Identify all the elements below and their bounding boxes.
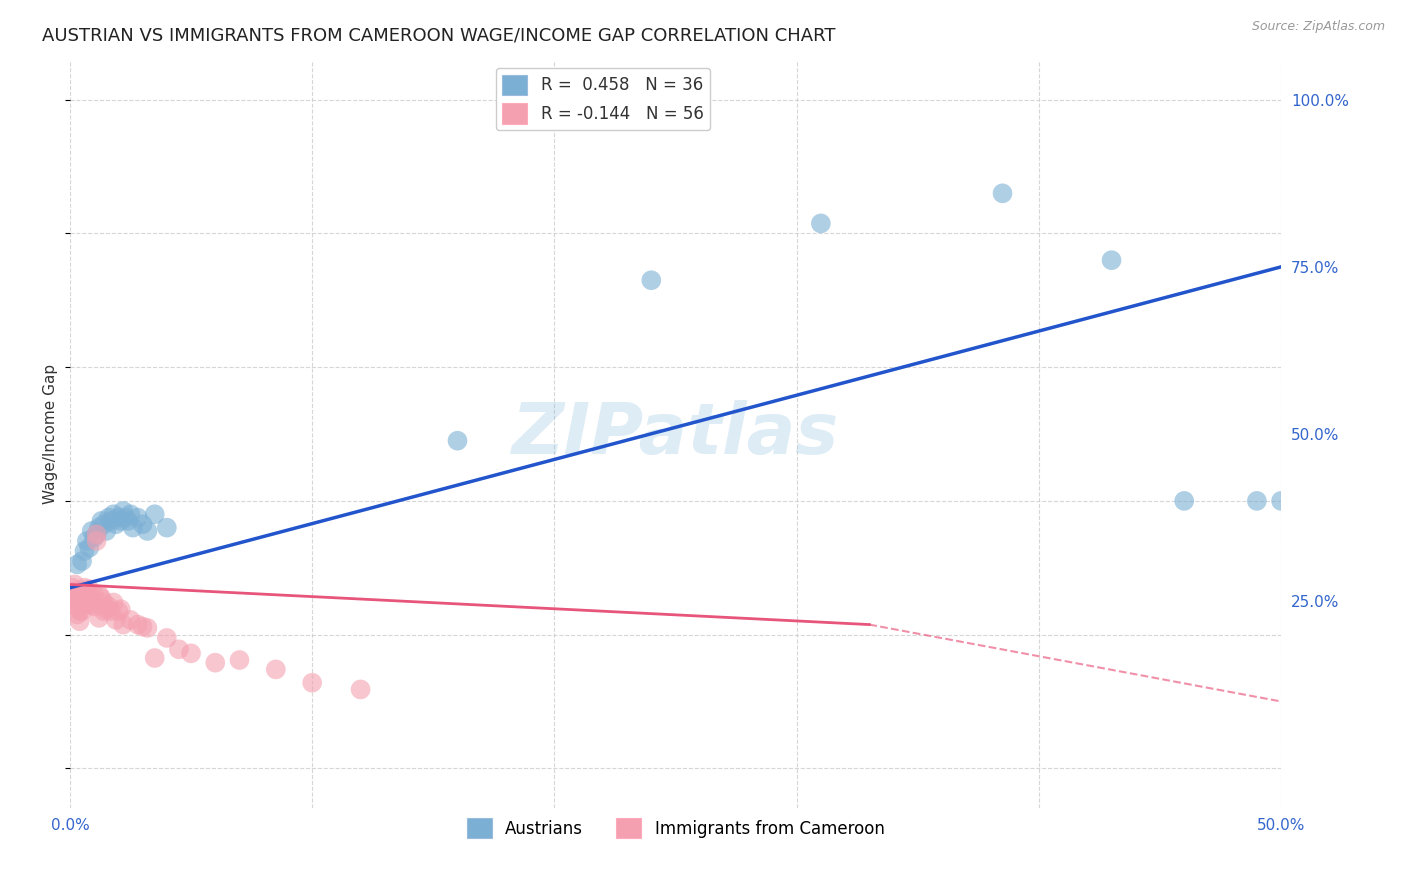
- Text: Source: ZipAtlas.com: Source: ZipAtlas.com: [1251, 20, 1385, 33]
- Point: [167, 642, 190, 657]
- Point: [79, 587, 101, 601]
- Point: [1173, 494, 1195, 508]
- Point: [73, 581, 96, 595]
- Point: [76, 591, 98, 605]
- Point: [76, 534, 98, 549]
- Point: [73, 598, 96, 612]
- Point: [80, 591, 103, 605]
- Point: [107, 604, 129, 618]
- Point: [80, 598, 103, 612]
- Point: [156, 631, 179, 645]
- Point: [97, 510, 120, 524]
- Point: [73, 591, 96, 605]
- Point: [122, 521, 145, 535]
- Point: [991, 186, 1014, 201]
- Point: [228, 653, 250, 667]
- Point: [70, 598, 93, 612]
- Point: [69, 587, 91, 601]
- Point: [93, 604, 115, 618]
- Point: [69, 614, 91, 628]
- Point: [83, 587, 105, 601]
- Point: [69, 604, 91, 618]
- Point: [76, 598, 98, 612]
- Point: [136, 524, 159, 538]
- Point: [112, 617, 135, 632]
- Point: [640, 273, 662, 287]
- Point: [104, 517, 127, 532]
- Point: [93, 595, 115, 609]
- Point: [70, 591, 93, 605]
- Point: [70, 584, 93, 599]
- Point: [66, 584, 89, 599]
- Point: [97, 599, 120, 614]
- Point: [120, 508, 142, 522]
- Point: [86, 534, 108, 549]
- Point: [127, 617, 149, 632]
- Point: [136, 621, 159, 635]
- Point: [104, 613, 127, 627]
- Point: [87, 521, 110, 535]
- Point: [117, 514, 139, 528]
- Point: [96, 524, 118, 538]
- Point: [83, 599, 105, 614]
- Point: [100, 514, 122, 528]
- Point: [112, 504, 135, 518]
- Point: [103, 508, 125, 522]
- Point: [446, 434, 468, 448]
- Point: [131, 517, 153, 532]
- Point: [1270, 494, 1292, 508]
- Point: [810, 216, 832, 230]
- Point: [1246, 494, 1268, 508]
- Point: [86, 527, 108, 541]
- Point: [79, 541, 101, 555]
- Point: [264, 662, 287, 676]
- Point: [156, 521, 179, 535]
- Point: [110, 602, 132, 616]
- Point: [96, 602, 118, 616]
- Point: [87, 611, 110, 625]
- Point: [76, 584, 98, 599]
- Point: [127, 510, 149, 524]
- Point: [93, 517, 115, 532]
- Point: [66, 600, 89, 615]
- Point: [349, 682, 371, 697]
- Point: [79, 594, 101, 608]
- Point: [69, 598, 91, 612]
- Point: [204, 656, 226, 670]
- Point: [66, 558, 89, 572]
- Point: [114, 510, 136, 524]
- Point: [66, 607, 89, 622]
- Point: [110, 514, 132, 528]
- Point: [107, 510, 129, 524]
- Point: [90, 591, 112, 605]
- Point: [86, 527, 108, 541]
- Point: [120, 613, 142, 627]
- Point: [63, 591, 86, 605]
- Point: [87, 587, 110, 601]
- Point: [73, 544, 96, 558]
- Point: [83, 531, 105, 545]
- Point: [180, 646, 202, 660]
- Point: [63, 577, 86, 591]
- Point: [79, 582, 101, 596]
- Text: ZIPatlas: ZIPatlas: [512, 400, 839, 468]
- Point: [1101, 253, 1123, 268]
- Text: AUSTRIAN VS IMMIGRANTS FROM CAMEROON WAGE/INCOME GAP CORRELATION CHART: AUSTRIAN VS IMMIGRANTS FROM CAMEROON WAG…: [42, 27, 835, 45]
- Point: [60, 581, 83, 595]
- Point: [143, 651, 166, 665]
- Point: [301, 675, 323, 690]
- Point: [66, 594, 89, 608]
- Point: [90, 514, 112, 528]
- Y-axis label: Wage/Income Gap: Wage/Income Gap: [44, 364, 58, 504]
- Point: [100, 604, 122, 618]
- Point: [143, 508, 166, 522]
- Point: [80, 524, 103, 538]
- Point: [70, 604, 93, 618]
- Legend: Austrians, Immigrants from Cameroon: Austrians, Immigrants from Cameroon: [460, 812, 891, 845]
- Point: [70, 554, 93, 568]
- Point: [131, 619, 153, 633]
- Point: [103, 595, 125, 609]
